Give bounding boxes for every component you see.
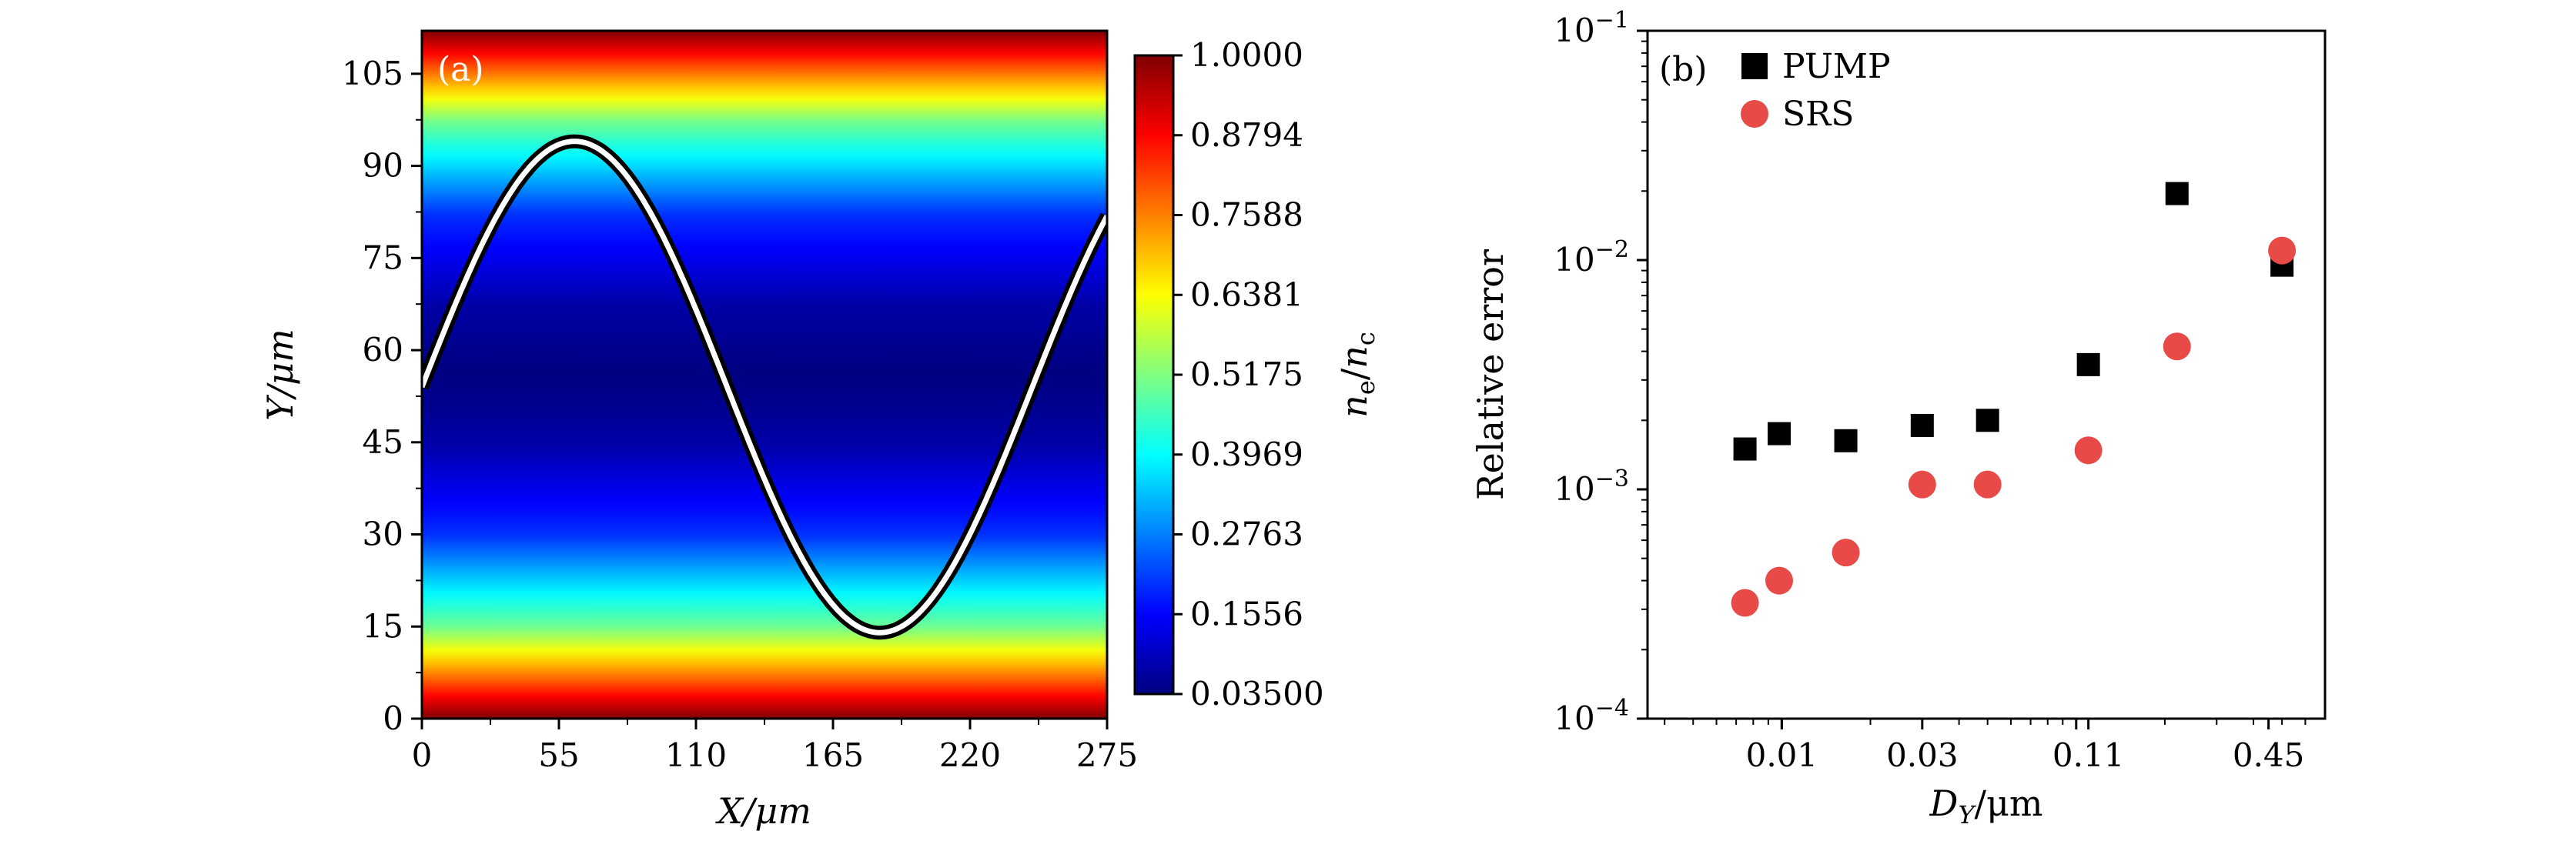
y-tick-label: 90 [363, 147, 403, 185]
x-tick-label: 275 [1076, 736, 1138, 774]
colorbar-tick-label: 0.2763 [1190, 516, 1303, 553]
srs-point [2074, 436, 2103, 465]
x-tick-label: 165 [802, 736, 864, 774]
panel-a-label: (a) [437, 50, 484, 89]
y-tick-label: 15 [363, 607, 403, 645]
colorbar-tick-label: 0.03500 [1190, 675, 1324, 713]
legend-label-pump: PUMP [1782, 47, 1891, 86]
y-tick-label: 10−2 [1554, 236, 1629, 279]
y-tick-label: 60 [363, 331, 403, 369]
beam-path-center [422, 138, 1107, 636]
srs-point [1908, 470, 1936, 499]
x-tick-label: 110 [665, 736, 727, 774]
srs-point [1731, 589, 1759, 617]
colorbar-tick-label: 0.5175 [1190, 355, 1303, 393]
pump-point [1834, 429, 1858, 452]
legend-label-srs: SRS [1782, 95, 1854, 134]
y-tick-label: 10−4 [1554, 695, 1629, 737]
colorbar-tick-label: 0.7588 [1190, 196, 1303, 234]
panel-b-y-axis-label: Relative error [1470, 249, 1511, 500]
panel-b-x-axis: 0.01 0.03 0.11 0.45 [1664, 719, 2307, 774]
y-tick-label: 105 [342, 55, 403, 92]
y-tick-label: 45 [363, 423, 403, 461]
colorbar-ticks: 1.0000 0.8794 0.7588 0.6381 0.5175 0.3969 0.27… [1173, 36, 1324, 713]
y-tick-label: 10−1 [1554, 7, 1629, 49]
srs-point [1832, 539, 1860, 567]
colorbar-tick-label: 0.1556 [1190, 595, 1303, 632]
panel-a-x-axis-label: X/μm [715, 790, 811, 832]
x-tick-label: 220 [939, 736, 1001, 774]
srs-point [2163, 332, 2191, 361]
x-tick-label: 0.01 [1746, 736, 1818, 774]
y-tick-label: 75 [363, 239, 403, 276]
y-tick-label: 10−3 [1554, 466, 1629, 508]
panel-a-y-axis: 0 15 30 45 60 75 90 105 [342, 55, 422, 737]
colorbar-label: ne/nc [1333, 332, 1380, 418]
x-tick-label: 0.45 [2233, 736, 2305, 774]
y-tick-label: 30 [363, 516, 403, 553]
x-tick-label: 55 [538, 736, 579, 774]
x-tick-label: 0.11 [2052, 736, 2125, 774]
panel-b-x-axis-label: DY/μm [1929, 783, 2042, 829]
pump-point [1910, 413, 1934, 437]
panel-a-heatmap: (a) 0 55 110 165 220 275 0 15 30 45 60 75 90 105 X/μ… [259, 29, 1380, 832]
panel-b-scatter: (b) 0.01 0.03 0.11 0.45 10−4 10−3 10−2 10−1 PU… [1470, 7, 2327, 829]
legend: PUMP SRS [1741, 47, 1891, 134]
pump-point [1975, 409, 1999, 432]
pump-point [1768, 422, 1791, 446]
colorbar-tick-label: 0.6381 [1190, 275, 1303, 313]
panel-b-frame [1646, 29, 2327, 720]
density-heatmap [422, 31, 1107, 719]
pump-point [1733, 437, 1757, 461]
colorbar-tick-label: 1.0000 [1190, 36, 1303, 74]
srs-point [1765, 566, 1794, 595]
panel-b-label: (b) [1659, 50, 1708, 89]
x-tick-label: 0.03 [1886, 736, 1959, 774]
colorbar-tick-label: 0.8794 [1190, 116, 1303, 154]
legend-marker-srs [1741, 100, 1768, 128]
panel-b-points [1731, 182, 2297, 617]
colorbar [1133, 54, 1175, 696]
x-tick-label: 0 [412, 736, 433, 774]
srs-point [1973, 470, 2002, 499]
panel-a-y-axis-label: Y/μm [259, 329, 301, 420]
panel-a-x-axis: 0 55 110 165 220 275 [412, 719, 1138, 774]
panel-b-y-axis: 10−4 10−3 10−2 10−1 [1554, 7, 1648, 737]
pump-point [2076, 352, 2100, 376]
y-tick-label: 0 [383, 699, 403, 737]
pump-point [2165, 182, 2189, 205]
beam-path [422, 134, 1107, 640]
colorbar-tick-label: 0.3969 [1190, 436, 1303, 473]
legend-marker-pump [1741, 53, 1768, 79]
srs-point [2268, 236, 2297, 265]
